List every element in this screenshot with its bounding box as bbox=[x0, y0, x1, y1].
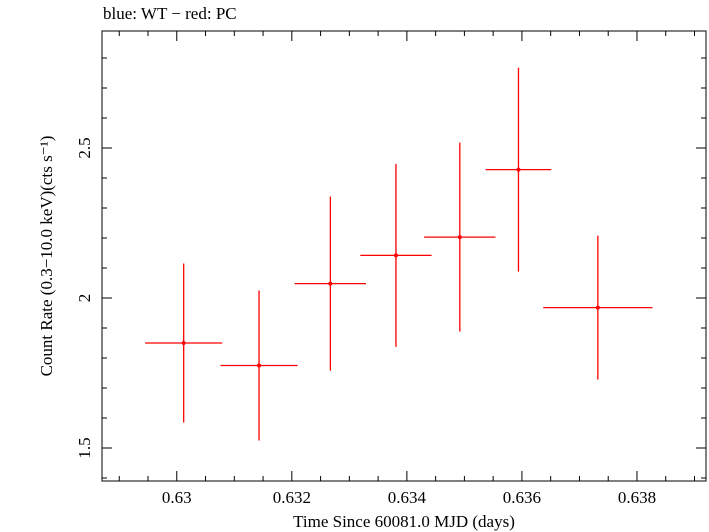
x-tick-label: 0.632 bbox=[273, 488, 311, 507]
data-point bbox=[543, 235, 653, 380]
y-tick-label: 1.5 bbox=[75, 437, 94, 458]
plot-frame bbox=[101, 30, 707, 482]
x-axis-label: Time Since 60081.0 MJD (days) bbox=[293, 512, 515, 531]
chart-title: blue: WT − red: PC bbox=[103, 4, 237, 23]
x-tick-label: 0.634 bbox=[388, 488, 427, 507]
data-point bbox=[485, 67, 552, 272]
x-tick-label: 0.636 bbox=[503, 488, 541, 507]
data-series-pc bbox=[145, 67, 653, 441]
x-tick-label: 0.638 bbox=[618, 488, 656, 507]
data-point bbox=[424, 142, 496, 332]
point-marker bbox=[181, 341, 186, 345]
x-tick-label: 0.63 bbox=[162, 488, 192, 507]
point-marker bbox=[393, 253, 398, 258]
data-point bbox=[360, 163, 432, 347]
point-marker bbox=[257, 363, 262, 368]
data-point bbox=[145, 263, 223, 423]
point-marker bbox=[328, 281, 333, 286]
y-tick-label: 2.5 bbox=[75, 137, 94, 158]
y-axis-label: Count Rate (0.3−10.0 keV)(cts s⁻¹) bbox=[37, 136, 56, 377]
data-point bbox=[220, 290, 298, 441]
y-axis: 1.5 2 2.5 bbox=[75, 57, 706, 479]
point-marker bbox=[457, 235, 462, 240]
point-marker bbox=[516, 167, 521, 172]
x-axis: 0.63 0.632 0.634 0.636 0.638 bbox=[118, 31, 695, 507]
y-tick-label: 2 bbox=[75, 294, 94, 303]
data-point bbox=[294, 196, 367, 371]
point-marker bbox=[595, 305, 600, 310]
